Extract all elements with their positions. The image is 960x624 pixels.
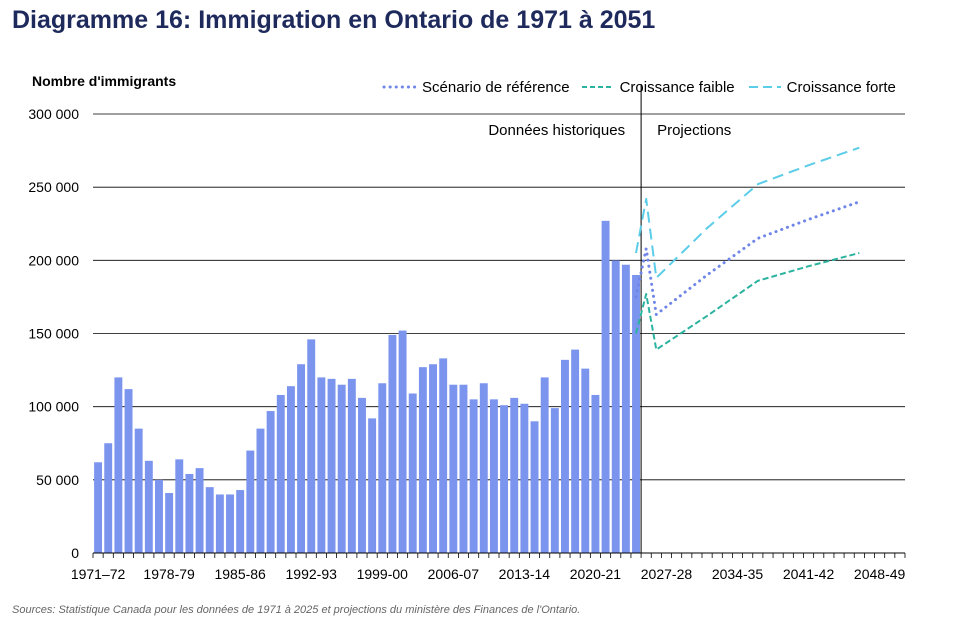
bar-15 xyxy=(246,450,255,553)
x-tick-label-7: 2020-21 xyxy=(570,566,622,582)
bar-17 xyxy=(266,411,275,553)
bar-52 xyxy=(621,264,630,553)
x-tick-label-8: 2027-28 xyxy=(641,566,693,582)
source-note: Sources: Statistique Canada pour les don… xyxy=(12,604,581,616)
bar-36 xyxy=(459,384,468,553)
bar-0 xyxy=(94,462,103,553)
y-tick-label-4: 200 000 xyxy=(28,252,79,268)
bar-18 xyxy=(276,394,285,553)
legend-item-reference: Scénario de référence xyxy=(382,79,570,96)
bar-38 xyxy=(479,383,488,553)
y-tick-label-3: 150 000 xyxy=(28,326,79,342)
legend-label-reference: Scénario de référence xyxy=(422,78,570,96)
bar-42 xyxy=(520,403,529,553)
bar-41 xyxy=(510,397,519,553)
x-tick-label-1: 1978-79 xyxy=(143,566,195,582)
bar-47 xyxy=(571,349,580,553)
bar-45 xyxy=(550,408,559,553)
annotation-historical: Données historiques xyxy=(488,122,625,139)
y-axis-label: Nombre d'immigrants xyxy=(32,73,177,89)
bar-46 xyxy=(561,359,569,553)
bar-37 xyxy=(469,399,478,553)
legend-swatch-low xyxy=(581,86,614,88)
x-tick-label-2: 1985-86 xyxy=(214,566,266,582)
bar-40 xyxy=(500,405,509,553)
bar-22 xyxy=(317,377,326,553)
x-tick-label-5: 2006-07 xyxy=(428,566,480,582)
bar-35 xyxy=(449,384,458,553)
x-tick-label-6: 2013-14 xyxy=(499,566,551,582)
bar-48 xyxy=(581,368,590,553)
y-tick-label-6: 300 000 xyxy=(28,106,79,122)
y-tick-label-5: 250 000 xyxy=(28,179,79,195)
series-line-2 xyxy=(635,146,860,279)
bar-14 xyxy=(236,490,245,553)
bar-19 xyxy=(286,386,295,553)
bar-9 xyxy=(185,473,194,553)
x-tick-label-0: 1971–72 xyxy=(71,566,126,582)
bar-12 xyxy=(215,494,224,553)
bar-44 xyxy=(540,377,549,553)
bar-51 xyxy=(611,260,620,553)
bar-10 xyxy=(195,468,204,553)
bar-50 xyxy=(601,220,610,553)
annotation-projections: Projections xyxy=(657,122,731,139)
y-tick-label-2: 100 000 xyxy=(28,399,79,415)
y-tick-label-0: 0 xyxy=(71,545,79,561)
bar-33 xyxy=(429,364,437,553)
bar-43 xyxy=(530,421,539,553)
bar-31 xyxy=(408,393,417,553)
legend-swatch-high xyxy=(748,86,781,88)
chart-plot: 0 50 000 100 000 150 000 200 000 250 000 300 0… xyxy=(28,84,906,582)
chart-title: Diagramme 16: Immigration en Ontario de … xyxy=(12,6,656,34)
bar-1 xyxy=(104,443,113,553)
x-tick-label-11: 2048-49 xyxy=(854,566,906,582)
bar-16 xyxy=(256,428,265,553)
legend-item-high: Croissance forte xyxy=(747,79,896,96)
bar-39 xyxy=(489,399,498,553)
legend: Scénario de référence Croissance faible … xyxy=(382,76,896,98)
bar-30 xyxy=(398,330,407,553)
bar-20 xyxy=(297,364,306,553)
bar-53 xyxy=(632,274,640,553)
x-tick-label-3: 1992-93 xyxy=(286,566,338,582)
bar-26 xyxy=(358,397,366,553)
bar-23 xyxy=(327,378,336,553)
bar-27 xyxy=(368,418,377,553)
bar-24 xyxy=(337,384,346,553)
bar-8 xyxy=(175,459,184,553)
x-tick-label-9: 2034-35 xyxy=(712,566,764,582)
bar-32 xyxy=(418,367,427,553)
legend-swatch-reference xyxy=(382,85,418,89)
bar-3 xyxy=(124,389,133,553)
series-line-0 xyxy=(634,200,861,316)
bar-4 xyxy=(134,428,143,553)
x-tick-label-10: 2041-42 xyxy=(783,566,835,582)
bar-11 xyxy=(205,487,214,553)
bar-34 xyxy=(439,358,448,553)
bar-2 xyxy=(114,377,123,553)
bar-21 xyxy=(307,339,316,553)
bar-25 xyxy=(347,378,356,553)
bar-28 xyxy=(378,383,387,553)
series-line-1 xyxy=(635,252,860,351)
y-tick-label-1: 50 000 xyxy=(36,472,79,488)
bar-6 xyxy=(155,479,163,553)
bar-13 xyxy=(226,494,234,553)
bar-5 xyxy=(144,460,153,553)
bar-49 xyxy=(591,394,600,553)
legend-label-high: Croissance forte xyxy=(786,78,896,96)
legend-label-low: Croissance faible xyxy=(619,78,735,96)
bar-29 xyxy=(388,334,397,553)
legend-item-low: Croissance faible xyxy=(580,79,735,96)
x-tick-label-4: 1999-00 xyxy=(357,566,409,582)
bar-7 xyxy=(165,493,174,553)
